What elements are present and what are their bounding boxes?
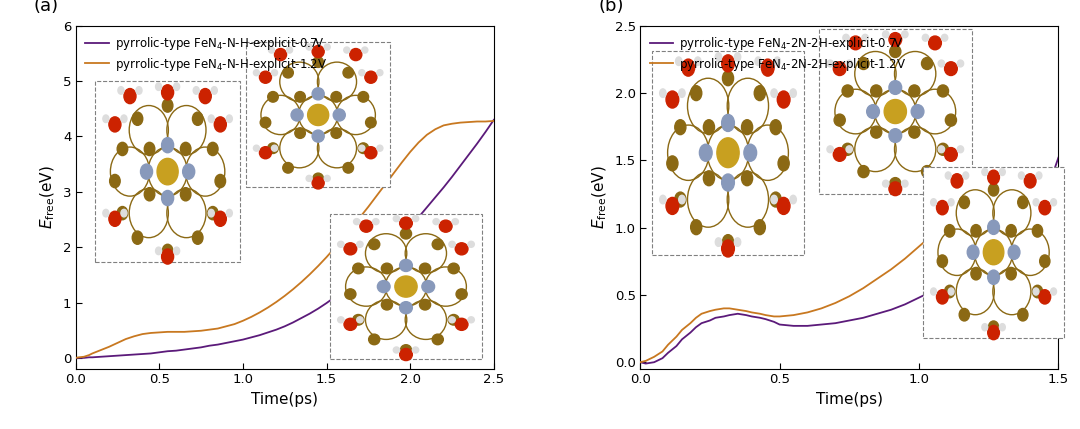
Text: (b): (b): [598, 0, 624, 15]
Y-axis label: $E_{\mathrm{free}}$(eV): $E_{\mathrm{free}}$(eV): [591, 166, 609, 229]
Legend: pyrrolic-type FeN$_4$-2N-2H-explicit-0.7V, pyrrolic-type FeN$_4$-2N-2H-explicit-: pyrrolic-type FeN$_4$-2N-2H-explicit-0.7…: [646, 32, 909, 76]
X-axis label: Time(ps): Time(ps): [252, 392, 319, 407]
Text: (a): (a): [33, 0, 59, 15]
Legend: pyrrolic-type FeN$_4$-N-H-explicit-0.7V, pyrrolic-type FeN$_4$-N-H-explicit-1.2V: pyrrolic-type FeN$_4$-N-H-explicit-0.7V,…: [81, 32, 330, 76]
X-axis label: Time(ps): Time(ps): [815, 392, 882, 407]
Y-axis label: $E_{\mathrm{free}}$(eV): $E_{\mathrm{free}}$(eV): [39, 166, 57, 229]
